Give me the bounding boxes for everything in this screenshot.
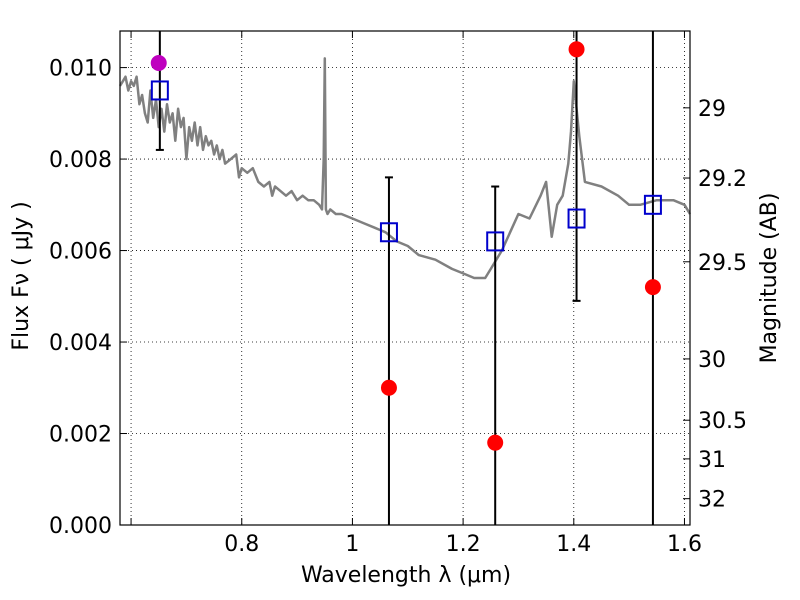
flux-circle-marker — [644, 279, 661, 296]
x-tick-label: 1.6 — [667, 532, 702, 557]
y-axis-left: 0.000 0.002 0.004 0.006 0.008 0.010 — [49, 57, 127, 539]
observed-flux-markers — [150, 41, 661, 451]
y-tick-label: 0.006 — [49, 240, 112, 265]
model-spectrum-line — [118, 57, 692, 280]
y-tick-label: 0.002 — [49, 423, 112, 448]
model-square-marker — [150, 80, 169, 101]
error-bars — [155, 31, 654, 525]
x-tick-label: 1 — [345, 532, 359, 557]
x-tick-label: 1.4 — [556, 532, 591, 557]
model-square-marker — [567, 208, 586, 229]
model-square-marker — [486, 231, 505, 252]
y-axis-label-left: Flux Fν ( μJy ) — [9, 201, 34, 350]
grid — [120, 31, 690, 526]
model-photometry-markers — [150, 80, 662, 252]
x-axis-label: Wavelength λ (μm) — [301, 563, 511, 588]
mag-tick-label: 30.5 — [698, 409, 747, 434]
mag-tick-label: 29.5 — [698, 251, 747, 276]
model-square-marker — [379, 222, 398, 243]
mag-tick-label: 32 — [698, 488, 726, 513]
y-axis-label-right: Magnitude (AB) — [757, 193, 782, 364]
flux-circle-marker — [568, 41, 585, 58]
mag-tick-label: 31 — [698, 448, 726, 473]
y-tick-label: 0.000 — [49, 514, 112, 539]
y-axis-right-magnitude: 29 29.2 29.5 30 30.5 31 32 — [683, 97, 747, 513]
plot-frame — [119, 30, 691, 526]
y-tick-label: 0.010 — [49, 57, 112, 82]
x-tick-label: 1.2 — [446, 532, 481, 557]
flux-circle-marker — [380, 379, 397, 396]
mag-tick-label: 29 — [698, 97, 726, 122]
y-tick-label: 0.008 — [49, 148, 112, 173]
model-square-marker — [643, 194, 662, 215]
y-tick-label: 0.004 — [49, 331, 112, 356]
mag-tick-label: 30 — [698, 348, 726, 373]
x-tick-label: 0.8 — [224, 532, 259, 557]
flux-circle-marker — [150, 55, 167, 72]
flux-circle-marker — [487, 434, 504, 451]
mag-tick-label: 29.2 — [698, 167, 747, 192]
x-axis: 0.8 1 1.2 1.4 1.6 — [130, 31, 702, 557]
